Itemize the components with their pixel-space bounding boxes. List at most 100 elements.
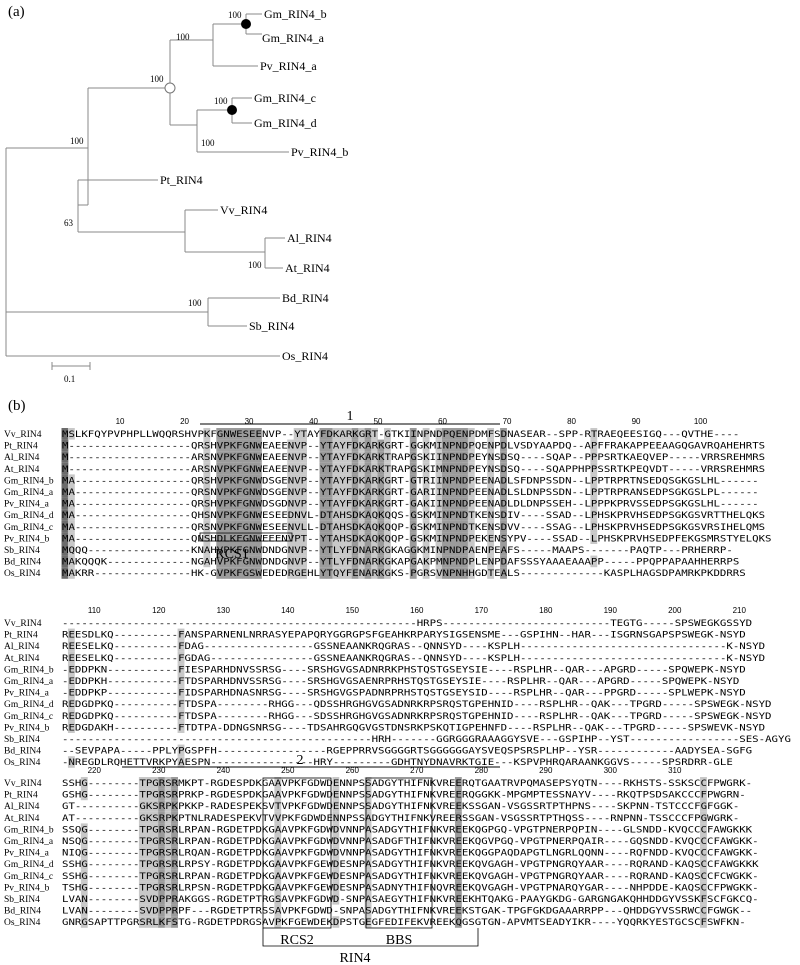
conserved-residue-shade: [332, 811, 340, 824]
conserved-residue-shade: [467, 462, 475, 475]
conserved-residue-shade: [255, 439, 262, 452]
conserved-residue-shade: [448, 486, 456, 498]
conserved-residue-shade: [338, 509, 346, 521]
sequence-name: Gm_RIN4_b: [4, 665, 54, 675]
conserved-residue-shade: [158, 881, 166, 893]
conserved-residue-shade: [435, 428, 443, 440]
conserved-residue-shade: [222, 462, 230, 475]
conserved-residue-shade: [409, 555, 417, 568]
sequence-name: Os_RIN4: [4, 569, 41, 579]
conserved-residue-shade: [435, 520, 443, 533]
conserved-residue-shade: [164, 893, 172, 905]
sequence-name: Vv_RIN4: [4, 430, 42, 440]
conserved-residue-shade: [590, 486, 598, 498]
conserved-residue-shade: [364, 532, 372, 544]
sequence-row: MQQQ----------------KNAHVPKFGNWDNDGNVP--…: [62, 546, 733, 556]
bootstrap-value: 100: [176, 32, 190, 42]
conserved-residue-shade: [371, 532, 378, 544]
position-tick: 10: [116, 417, 125, 426]
conserved-residue-shade: [80, 881, 88, 893]
position-tick: 300: [604, 766, 618, 775]
position-tick: 220: [88, 766, 102, 775]
sequence-name: Pt_RIN4: [4, 791, 38, 801]
conserved-residue-shade: [177, 709, 185, 722]
conserved-residue-shade: [171, 777, 178, 789]
sequence-name: Gm_RIN4_d: [4, 511, 54, 521]
panel-label-a: (a): [8, 4, 25, 20]
conserved-residue-shade: [364, 800, 372, 812]
conserved-residue-shade: [242, 439, 249, 452]
conserved-residue-shade: [435, 497, 443, 510]
conserved-residue-shade: [700, 846, 707, 859]
conserved-residue-shade: [248, 509, 256, 521]
conserved-residue-shade: [422, 428, 430, 440]
conserved-residue-shade: [442, 439, 449, 452]
conserved-residue-shade: [67, 698, 75, 710]
conserved-residue-shade: [454, 916, 462, 928]
conserved-residue-shade: [448, 520, 456, 533]
conserved-residue-shade: [67, 497, 75, 510]
conserved-residue-shade: [338, 544, 346, 556]
sequence-row: -EDDPKP-----------FIDSPARHDNASNRSG----SR…: [62, 689, 746, 699]
conserved-residue-shade: [448, 509, 456, 521]
conserved-residue-shade: [332, 497, 340, 510]
conserved-residue-shade: [364, 439, 372, 452]
rin4-label: RIN4: [339, 951, 370, 965]
conserved-residue-shade: [487, 520, 495, 533]
conserved-residue-shade: [332, 916, 340, 928]
conserved-residue-shade: [332, 858, 340, 870]
position-tick: 110: [88, 606, 101, 615]
conserved-residue-shade: [80, 788, 88, 801]
conserved-residue-shade: [255, 462, 262, 475]
conserved-residue-shade: [67, 709, 75, 722]
conserved-residue-shade: [274, 846, 282, 859]
conserved-residue-shade: [377, 544, 385, 556]
conserved-residue-shade: [177, 675, 185, 687]
conserved-residue-shade: [67, 663, 75, 675]
conserved-residue-shade: [325, 555, 333, 568]
conserved-residue-shade: [448, 451, 456, 463]
conserved-residue-shade: [700, 904, 707, 917]
conserved-residue-shade: [235, 486, 243, 498]
conserved-residue-shade: [422, 486, 430, 498]
conserved-residue-shade: [151, 904, 159, 917]
conserved-residue-shade: [448, 532, 456, 544]
conserved-residue-shade: [319, 462, 327, 475]
conserved-residue-shade: [454, 532, 462, 544]
bootstrap-value: 100: [214, 96, 228, 106]
conserved-residue-shade: [319, 428, 327, 440]
conserved-residue-shade: [255, 532, 262, 544]
position-tick: 230: [152, 766, 166, 775]
conserved-residue-shade: [164, 846, 172, 859]
conserved-residue-shade: [590, 462, 598, 475]
sequence-row: MA------------------QNSHDLKFGNWEEENVPT--…: [62, 534, 772, 544]
conserved-residue-shade: [454, 777, 462, 789]
conserved-residue-shade: [364, 428, 372, 440]
conserved-residue-shade: [454, 486, 462, 498]
sequence-row: LVAN--------SVDPPRAKGGS-RGDETPTRGSAVPKFG…: [62, 895, 759, 905]
position-tick: 190: [604, 606, 618, 615]
conserved-residue-shade: [203, 486, 211, 498]
conserved-residue-shade: [700, 811, 707, 824]
conserved-residue-shade: [300, 567, 307, 579]
conserved-residue-shade: [255, 474, 262, 486]
sequence-name: At_RIN4: [4, 654, 40, 664]
conserved-residue-shade: [454, 788, 462, 801]
conserved-residue-shade: [177, 721, 185, 733]
conserved-residue-shade: [274, 869, 282, 882]
conserved-residue-shade: [384, 497, 391, 510]
sequence-row: SSHG--------TPGRSRLRPAN-RGDETPDKGAAVPKFG…: [62, 872, 759, 882]
conserved-residue-shade: [203, 462, 211, 475]
conserved-residue-shade: [177, 640, 185, 652]
conserved-residue-shade: [409, 439, 417, 452]
conserved-residue-shade: [222, 520, 230, 533]
conserved-residue-shade: [325, 428, 333, 440]
conserved-residue-shade: [409, 509, 417, 521]
conserved-residue-shade: [171, 916, 178, 928]
leaf-label: Al_RIN4: [287, 231, 332, 245]
conserved-residue-shade: [158, 800, 166, 812]
sequence-name: Pv_RIN4_a: [4, 500, 50, 510]
conserved-residue-shade: [325, 532, 333, 544]
position-tick: 280: [475, 766, 489, 775]
